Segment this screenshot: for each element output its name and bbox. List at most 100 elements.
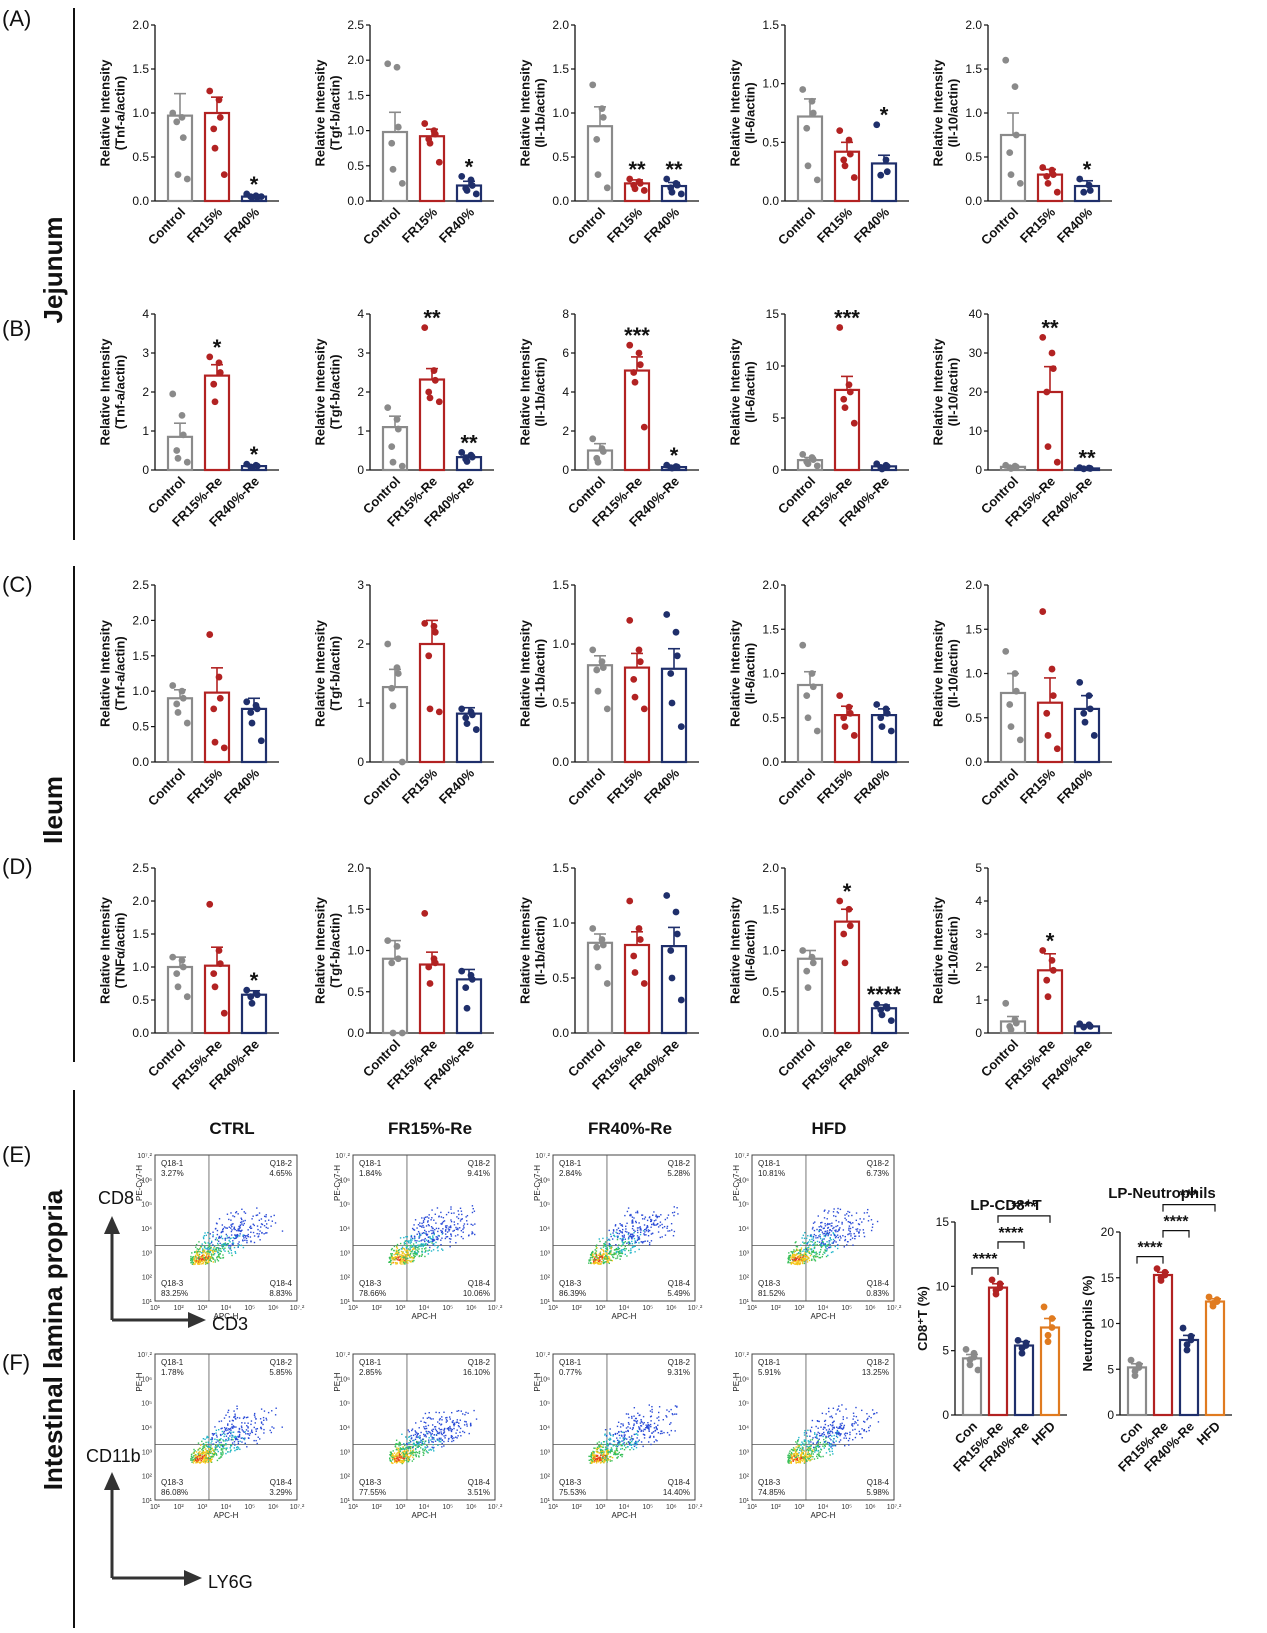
quadrant-name: Q18-3	[161, 1279, 184, 1288]
y-axis-label: Relative Intensity	[518, 619, 533, 727]
y-tick-label: 2.5	[132, 578, 149, 592]
y-tick-label: 0.0	[347, 194, 364, 208]
y-tick-label: 10¹	[340, 1498, 351, 1505]
quadrant-percent: 3.51%	[467, 1488, 490, 1497]
y-axis-label: (Il-1b/actin)	[533, 357, 548, 426]
category-label: FR15%	[1017, 765, 1059, 807]
quadrant-name: Q18-2	[270, 1358, 293, 1367]
quadrant-percent: 13.25%	[862, 1368, 889, 1377]
data-point	[426, 705, 434, 713]
data-point	[1006, 701, 1014, 708]
y-tick-label: 10⁶	[539, 1177, 550, 1184]
x-tick-label: 10¹	[348, 1305, 359, 1312]
data-point	[672, 628, 680, 636]
x-tick-label: 10⁶	[865, 1305, 876, 1312]
y-tick-label: 0.5	[552, 150, 569, 164]
quadrant-name: Q18-3	[161, 1478, 184, 1487]
y-axis-label: (Il-1b/actin)	[533, 78, 548, 147]
bar-FR15%-Re	[203, 964, 231, 1035]
y-tick-label: 1.0	[347, 944, 364, 958]
y-tick-label: 2.0	[762, 861, 779, 875]
data-point	[668, 974, 676, 982]
y-tick-label: 1.5	[347, 902, 364, 916]
significance-marker: *	[250, 442, 259, 467]
data-point	[472, 726, 480, 733]
data-point	[803, 692, 811, 700]
data-point	[1048, 1324, 1056, 1331]
y-axis-label: Relative Intensity	[98, 619, 113, 727]
category-label: Control	[145, 205, 188, 248]
chart-C5: 0.0 0.5 1.0 1.5 2.0 Relative Intensity (Il-10/…	[931, 578, 1112, 809]
y-axis-label: (Il-10/actin)	[946, 916, 961, 985]
y-tick-label: 0.0	[762, 755, 779, 769]
y-axis-label: Neutrophils (%)	[1080, 1275, 1095, 1371]
data-point	[846, 388, 854, 396]
y-axis-label: (Il-10/actin)	[946, 358, 961, 427]
quadrant-name: Q18-1	[161, 1358, 184, 1367]
significance-marker: *	[880, 103, 889, 128]
data-point	[173, 118, 181, 126]
flow-plot-cd11b-FR40%-Re: Q18-10.77% Q18-29.31% Q18-375.53% Q18-414.4…	[533, 1352, 703, 1520]
bar-FR15%	[203, 111, 231, 203]
x-axis-label: APC-H	[612, 1511, 637, 1520]
data-point	[799, 947, 807, 954]
y-tick-label: 2	[562, 424, 569, 438]
category-label: Control	[565, 766, 608, 809]
significance-marker: **	[628, 157, 646, 182]
data-point	[435, 708, 443, 716]
y-tick-label: 10⁵	[339, 1202, 350, 1209]
data-point	[809, 456, 817, 463]
significance-marker: *	[250, 172, 259, 197]
bar-Control	[796, 683, 824, 764]
y-tick-label: 0.5	[552, 696, 569, 710]
data-point	[421, 619, 429, 627]
y-tick-label: 1	[975, 993, 982, 1007]
y-axis-label: Relative Intensity	[931, 896, 946, 1004]
data-point	[211, 738, 219, 746]
comparison-label: ****	[1012, 1199, 1038, 1216]
y-tick-label: 1.0	[552, 637, 569, 651]
data-point	[468, 711, 476, 719]
data-point	[799, 86, 807, 93]
flow-plot-cd11b-HFD: Q18-15.91% Q18-213.25% Q18-374.85% Q18-45.9…	[732, 1352, 902, 1520]
bar-FR40%	[240, 707, 268, 764]
data-point	[211, 983, 219, 991]
panel-label-e: (E)	[2, 1142, 31, 1167]
bar-FR15%-Re	[987, 1286, 1009, 1417]
data-point	[804, 984, 812, 992]
data-point	[384, 640, 392, 648]
flow-plot-cd8-CTRL: Q18-13.27% Q18-24.65% Q18-383.25% Q18-48.83…	[135, 1153, 305, 1321]
y-tick-label: 10²	[540, 1275, 551, 1282]
category-label: Control	[360, 205, 403, 248]
y-axis-label: PE-H	[732, 1372, 741, 1391]
bar-Control	[166, 697, 194, 764]
data-point	[393, 63, 401, 71]
data-point	[850, 732, 858, 739]
data-point	[210, 125, 218, 133]
data-point	[809, 683, 817, 691]
data-point	[174, 709, 182, 716]
bar-FR15%-Re	[1152, 1273, 1174, 1417]
y-tick-label: 1.0	[132, 684, 149, 698]
data-point	[1183, 1346, 1191, 1354]
data-point	[668, 188, 676, 196]
category-label: FR15%	[814, 204, 856, 246]
y-tick-label: 10²	[540, 1474, 551, 1481]
category-label: Control	[145, 766, 188, 809]
data-point	[840, 156, 848, 164]
data-point	[1183, 1341, 1191, 1348]
data-point	[431, 628, 439, 636]
data-point	[846, 709, 854, 717]
y-tick-label: 1.5	[965, 62, 982, 76]
data-point	[183, 993, 191, 1001]
y-tick-label: 1.0	[132, 960, 149, 974]
data-point	[589, 81, 597, 89]
y-tick-label: 15	[936, 1215, 950, 1229]
y-axis-label: Relative Intensity	[728, 896, 743, 1004]
data-point	[178, 114, 186, 121]
data-point	[1012, 687, 1020, 695]
data-point	[809, 109, 817, 117]
data-point	[593, 136, 601, 143]
data-point	[1044, 1338, 1052, 1346]
